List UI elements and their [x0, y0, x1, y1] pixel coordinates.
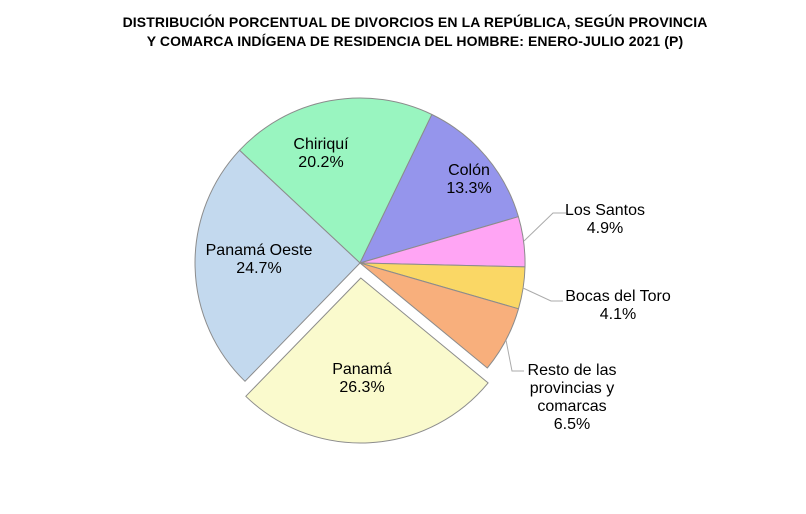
label-resto-provincias-name: Resto de las provincias y comarcas [527, 362, 617, 415]
label-colon-name: Colón [448, 162, 490, 179]
label-resto-provincias: Resto de las provincias y comarcas 6.5% [522, 362, 622, 434]
pie-slice-colon [359, 114, 519, 264]
pie-slice-panama-oeste [194, 149, 361, 382]
label-panama-oeste: Panamá Oeste 24.7% [206, 242, 313, 278]
label-los-santos: Los Santos 4.9% [565, 202, 645, 238]
label-chiriqui-value: 20.2% [298, 154, 344, 171]
label-panama-oeste-value: 24.7% [236, 260, 282, 277]
pie-slice-panama [245, 277, 489, 444]
label-chiriqui: Chiriquí 20.2% [293, 136, 348, 172]
label-panama-value: 26.3% [339, 379, 385, 396]
leader-line-los-santos [523, 212, 566, 242]
pie-slice-chiriqui [239, 97, 433, 264]
leader-line-bocas-del-toro [522, 287, 563, 302]
label-panama-name: Panamá [332, 361, 392, 378]
label-chiriqui-name: Chiriquí [293, 136, 349, 153]
label-bocas-del-toro: Bocas del Toro 4.1% [565, 288, 671, 324]
chart-title: DISTRIBUCIÓN PORCENTUAL DE DIVORCIOS EN … [24, 13, 806, 51]
label-colon: Colón 13.3% [446, 162, 491, 198]
label-panama: Panamá 26.3% [332, 361, 392, 397]
label-panama-oeste-name: Panamá Oeste [205, 242, 313, 259]
label-bocas-del-toro-value: 4.1% [599, 306, 637, 323]
leader-line-resto-de-las-provincias-y-comarcas [505, 339, 524, 372]
chart-title-line1: DISTRIBUCIÓN PORCENTUAL DE DIVORCIOS EN … [122, 14, 708, 30]
label-los-santos-value: 4.9% [586, 220, 624, 237]
label-resto-provincias-value: 6.5% [553, 416, 591, 433]
label-colon-value: 13.3% [446, 180, 492, 197]
chart-title-line2: Y COMARCA INDÍGENA DE RESIDENCIA DEL HOM… [146, 33, 684, 49]
label-los-santos-name: Los Santos [564, 202, 646, 219]
label-bocas-del-toro-name: Bocas del Toro [565, 288, 671, 305]
pie-slice-resto-de-las-provincias-y-comarcas [359, 262, 519, 369]
